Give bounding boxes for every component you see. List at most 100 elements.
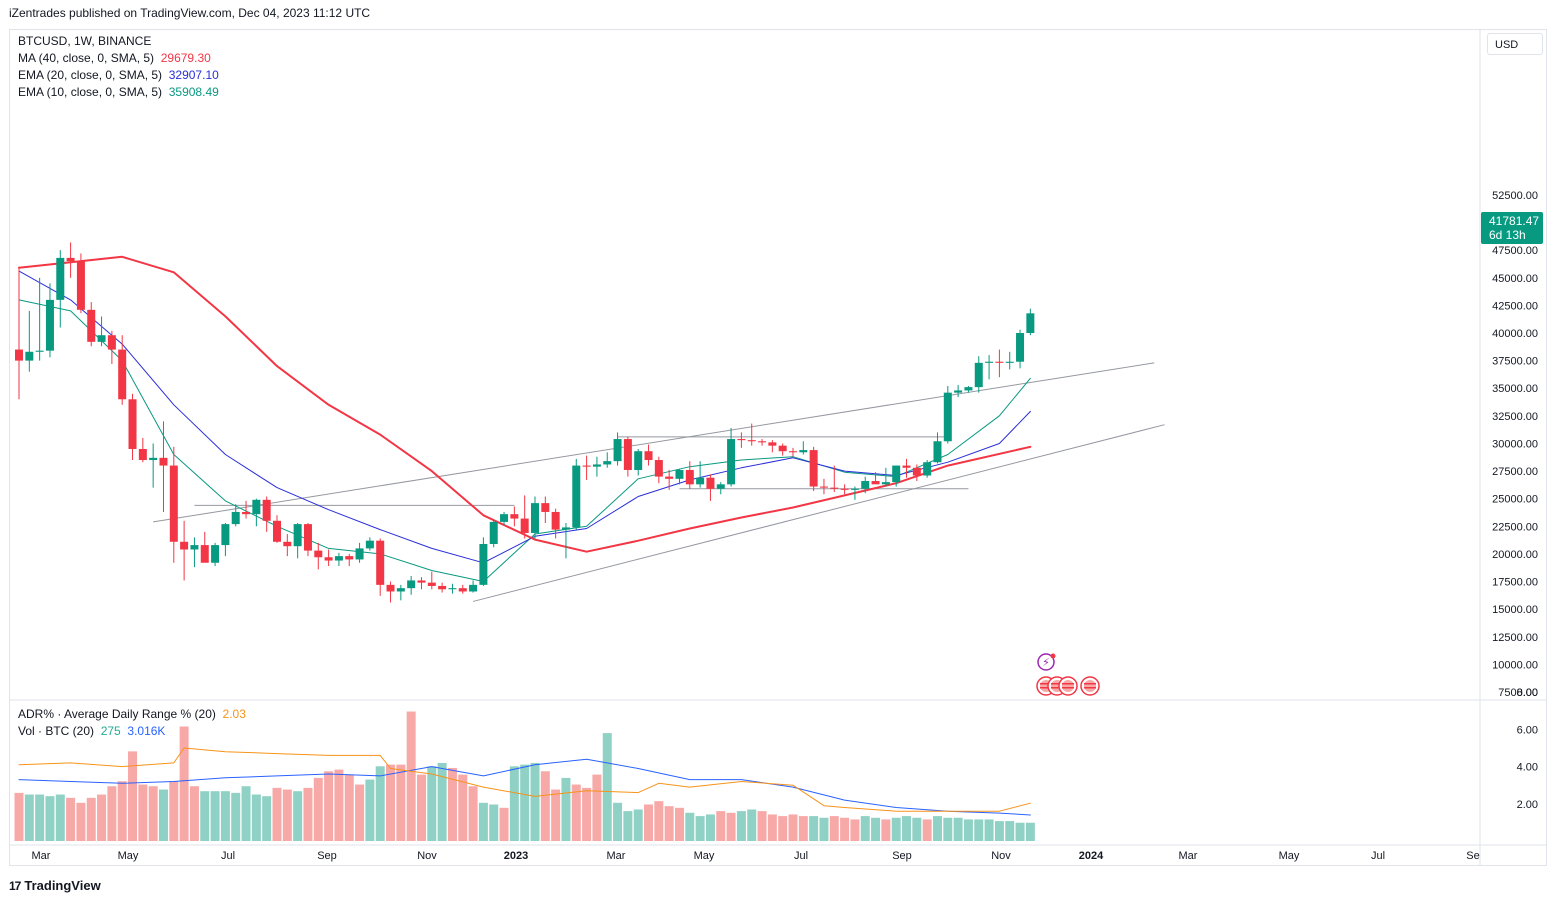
ma40-value: 29679.30: [160, 51, 211, 65]
volume-bar: [932, 816, 942, 841]
tradingview-logo-icon: 17: [9, 878, 21, 893]
volume-bar: [840, 817, 850, 841]
candle-body: [479, 543, 488, 585]
volume-bar: [561, 777, 571, 841]
price-tick-label: 12500.00: [1492, 632, 1538, 644]
volume-bar: [66, 797, 76, 841]
volume-bar: [809, 816, 819, 841]
volume-bar: [272, 787, 282, 841]
price-tick-label: 17500.00: [1492, 577, 1538, 589]
volume-bar: [509, 766, 519, 841]
vol-legend[interactable]: Vol · BTC (20) 275 3.016K: [18, 724, 166, 738]
candle-body: [623, 439, 632, 470]
volume-bar: [654, 801, 664, 841]
us-flag-stripe: [1062, 687, 1074, 689]
candle-body: [283, 541, 292, 547]
volume-bar: [334, 769, 344, 841]
us-flag-stripe: [1051, 683, 1063, 685]
volume-bar: [241, 786, 251, 841]
candle-body: [324, 557, 333, 561]
volume-bar: [716, 811, 726, 841]
price-tick-label: 30000.00: [1492, 438, 1538, 450]
volume-bar: [871, 817, 881, 841]
price-tick-label: 52500.00: [1492, 190, 1538, 202]
volume-bar: [592, 774, 602, 841]
candle-body: [25, 351, 34, 361]
candle-body: [45, 299, 54, 351]
candle-body: [840, 488, 849, 490]
brand-name: TradingView: [24, 878, 101, 893]
chart-frame: [9, 29, 1547, 866]
candle-body: [954, 390, 963, 393]
us-flag-stripe: [1040, 687, 1052, 689]
sub-tick-label: 2.00: [1517, 799, 1538, 811]
volume-bar: [489, 804, 499, 841]
us-flag-stripe: [1040, 683, 1052, 685]
volume-bar: [974, 819, 984, 841]
candle-body: [881, 482, 890, 485]
symbol-label[interactable]: BTCUSD, 1W, BINANCE: [18, 34, 152, 48]
volume-bar: [86, 797, 96, 841]
time-tick-label: Jul: [794, 850, 808, 862]
candle-body: [561, 527, 570, 530]
price-tick-label: 25000.00: [1492, 494, 1538, 506]
volume-bar: [819, 817, 829, 841]
candle-body: [706, 477, 715, 489]
candle-body: [262, 499, 271, 521]
volume-bar: [179, 726, 189, 841]
candle-body: [500, 514, 509, 522]
volume-bar: [447, 767, 457, 841]
vol-value-2: 3.016K: [127, 724, 166, 738]
candle-body: [448, 588, 457, 590]
volume-bar: [406, 711, 416, 841]
candle-body: [531, 503, 539, 533]
candle-body: [892, 465, 901, 483]
volume-bar: [45, 796, 55, 841]
volume-bar: [282, 789, 292, 841]
candles-layer: [15, 242, 1035, 603]
volume-bar: [520, 764, 530, 841]
ema20-legend[interactable]: EMA (20, close, 0, SMA, 5) 32907.10: [18, 68, 219, 82]
ma40-line: [18, 255, 1032, 553]
volume-bar: [757, 811, 767, 841]
currency-button[interactable]: USD: [1487, 33, 1543, 55]
candle-body: [819, 486, 828, 488]
candle-body: [582, 465, 591, 467]
candle-body: [427, 582, 436, 586]
candle-body: [334, 556, 343, 561]
candle-body: [138, 448, 147, 461]
price-tick-label: 35000.00: [1492, 383, 1538, 395]
time-tick-label: Nov: [417, 850, 437, 862]
trendline-lower-channel: [472, 424, 1165, 602]
candle-body: [592, 464, 601, 467]
candle-body: [149, 457, 158, 461]
volume-bar: [902, 816, 912, 841]
volume-bar: [736, 811, 746, 841]
candle-body: [510, 514, 519, 519]
time-tick-label: Sep: [892, 850, 912, 862]
candle-body: [273, 520, 281, 542]
footer-brand[interactable]: 17 TradingView: [9, 878, 101, 893]
ma40-legend[interactable]: MA (40, close, 0, SMA, 5) 29679.30: [18, 51, 211, 65]
candle-body: [943, 392, 952, 442]
volume-bar: [602, 733, 612, 841]
time-tick-label: 2023: [504, 850, 528, 862]
candle-body: [799, 450, 808, 453]
sub-legend: ADR% · Average Daily Range % (20) 2.03 V…: [18, 706, 246, 740]
volume-bar: [551, 789, 561, 841]
candle-body: [644, 451, 653, 461]
candle-body: [200, 545, 209, 563]
volume-bar: [705, 814, 715, 841]
ema10-legend[interactable]: EMA (10, close, 0, SMA, 5) 35908.49: [18, 85, 219, 99]
price-tick-label: 45000.00: [1492, 273, 1538, 285]
adr-legend[interactable]: ADR% · Average Daily Range % (20) 2.03: [18, 707, 246, 721]
volume-bar: [262, 796, 272, 841]
event-icons-layer: ⚡: [1036, 653, 1100, 696]
volume-bar: [158, 789, 168, 841]
volume-layer: [14, 711, 1035, 841]
candle-body: [809, 450, 818, 487]
volume-bar: [427, 766, 437, 841]
candle-body: [1026, 313, 1035, 334]
candle-body: [871, 481, 880, 485]
